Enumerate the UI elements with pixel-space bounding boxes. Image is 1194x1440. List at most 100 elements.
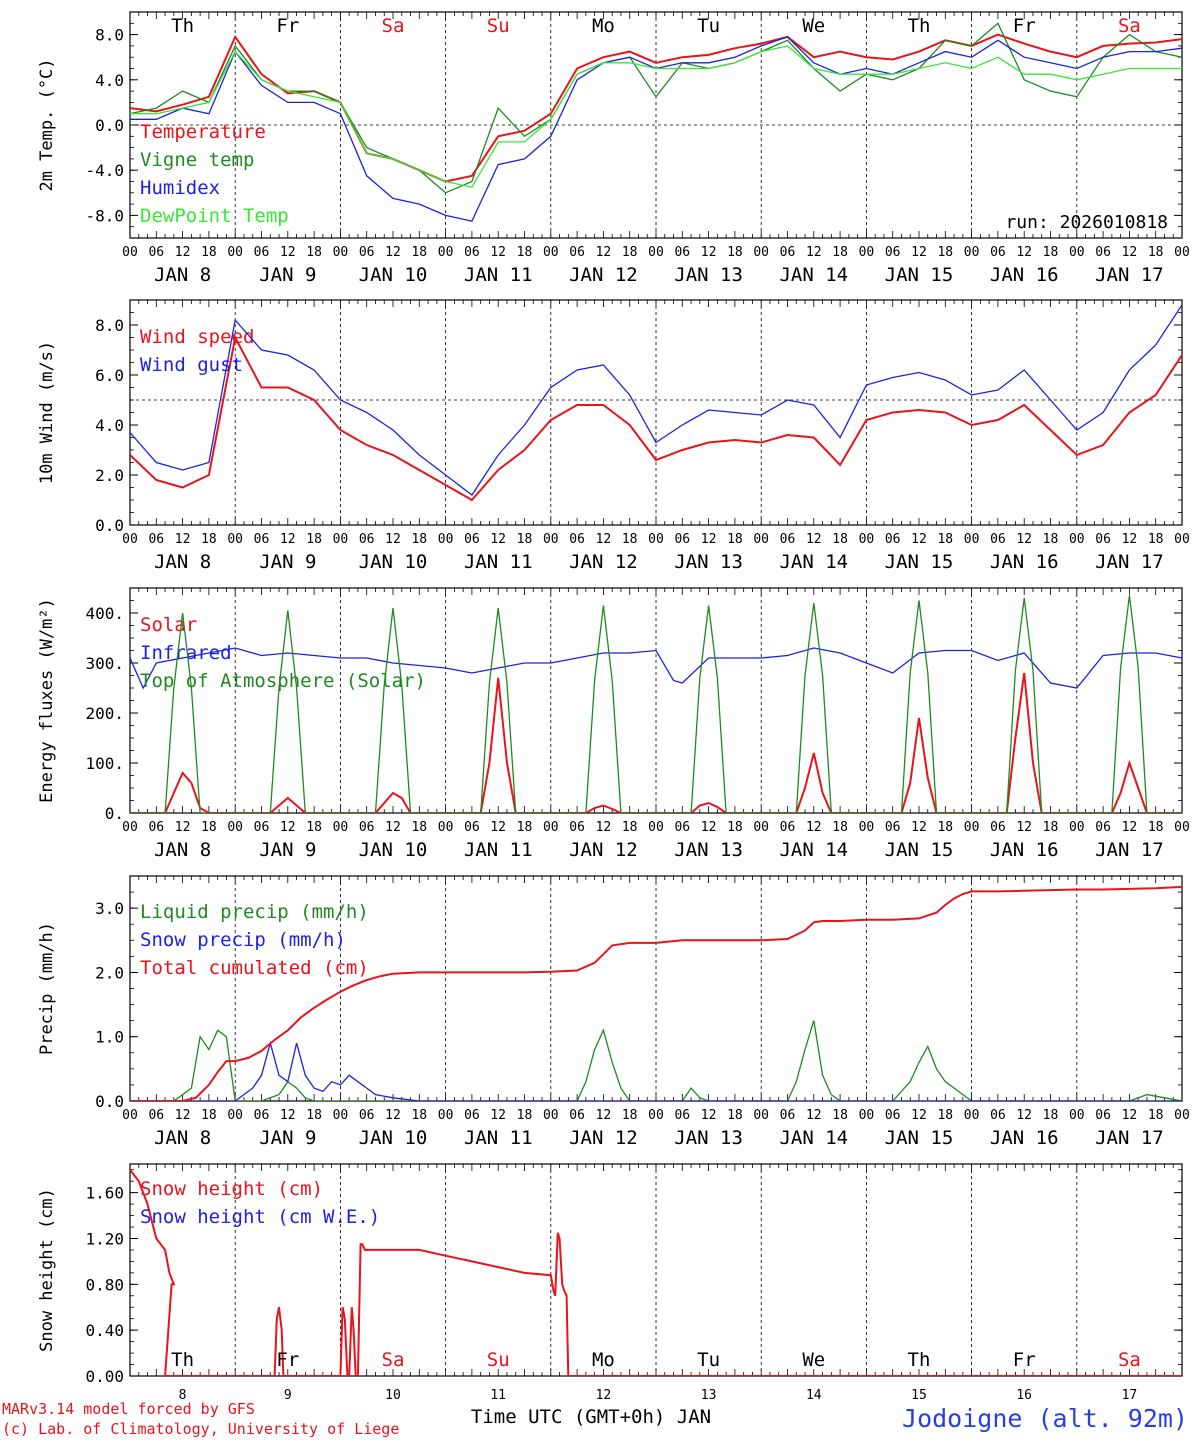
hour-tick-label: 06 [464, 820, 480, 835]
hour-tick-label: 12 [596, 1108, 612, 1123]
y-tick-label: 6.0 [95, 366, 124, 385]
day-name: Sa [1118, 15, 1141, 37]
y-tick-label: 0.40 [85, 1321, 124, 1340]
day-number: 9 [284, 1388, 292, 1403]
hour-tick-label: 18 [306, 532, 322, 547]
date-label: JAN 12 [569, 264, 638, 286]
hour-tick-label: 06 [254, 820, 270, 835]
hour-tick-label: 18 [1148, 1108, 1164, 1123]
hour-tick-label: 06 [254, 1108, 270, 1123]
legend-entry: Wind speed [140, 326, 254, 348]
hour-tick-label: 12 [490, 245, 506, 260]
y-tick-label: 0.00 [85, 1367, 124, 1386]
hour-tick-label: 00 [1174, 245, 1190, 260]
date-label: JAN 16 [990, 1127, 1059, 1149]
hour-tick-label: 18 [1043, 245, 1059, 260]
y-axis-label: Precip (mm/h) [37, 922, 57, 1055]
hour-tick-label: 12 [596, 245, 612, 260]
date-label: JAN 13 [674, 264, 743, 286]
legend-entry: Vigne temp [140, 149, 254, 171]
hour-tick-label: 00 [1174, 820, 1190, 835]
hour-tick-label: 00 [964, 245, 980, 260]
hour-tick-label: 18 [201, 245, 217, 260]
hour-tick-label: 18 [832, 1108, 848, 1123]
hour-tick-label: 18 [1043, 532, 1059, 547]
hour-tick-label: 18 [622, 245, 638, 260]
hour-tick-label: 00 [122, 1108, 138, 1123]
date-label: JAN 10 [359, 264, 428, 286]
hour-tick-label: 00 [1069, 245, 1085, 260]
date-label: JAN 9 [259, 551, 316, 573]
series-line-2 [130, 1040, 1182, 1101]
legend-entry: DewPoint Temp [140, 205, 289, 227]
hour-tick-label: 12 [280, 245, 296, 260]
date-label: JAN 8 [154, 1127, 211, 1149]
hour-tick-label: 18 [306, 245, 322, 260]
date-label: JAN 9 [259, 839, 316, 861]
y-tick-label: 2.0 [95, 963, 124, 982]
hour-tick-label: 06 [569, 245, 585, 260]
y-tick-label: 100. [85, 754, 124, 773]
hour-tick-label: 12 [1016, 1108, 1032, 1123]
hour-tick-label: 18 [727, 820, 743, 835]
hour-tick-label: 12 [911, 820, 927, 835]
day-name: Th [171, 15, 194, 37]
hour-tick-label: 12 [596, 820, 612, 835]
day-name: Mo [592, 1349, 615, 1371]
hour-tick-label: 00 [438, 245, 454, 260]
hour-tick-label: 00 [859, 245, 875, 260]
hour-tick-label: 12 [1016, 245, 1032, 260]
date-label: JAN 13 [674, 839, 743, 861]
day-name: Fr [1013, 15, 1036, 37]
day-name: Th [908, 15, 931, 37]
day-number: 14 [806, 1388, 822, 1403]
y-tick-label: 1.20 [85, 1229, 124, 1248]
hour-tick-label: 00 [1069, 532, 1085, 547]
hour-tick-label: 00 [753, 1108, 769, 1123]
hour-tick-label: 06 [569, 532, 585, 547]
hour-tick-label: 06 [254, 245, 270, 260]
hour-tick-label: 00 [859, 532, 875, 547]
hour-tick-label: 18 [727, 532, 743, 547]
y-axis-label: Snow height (cm) [37, 1188, 57, 1352]
plot-frame [129, 299, 1183, 526]
hour-tick-label: 18 [411, 1108, 427, 1123]
hour-tick-label: 12 [490, 532, 506, 547]
hour-tick-label: 00 [333, 1108, 349, 1123]
date-label: JAN 8 [154, 839, 211, 861]
date-label: JAN 13 [674, 1127, 743, 1149]
hour-tick-label: 06 [569, 1108, 585, 1123]
hour-tick-label: 00 [1069, 820, 1085, 835]
date-label: JAN 15 [885, 839, 954, 861]
hour-tick-label: 00 [543, 532, 559, 547]
date-label: JAN 17 [1095, 264, 1164, 286]
y-tick-label: 0.80 [85, 1275, 124, 1294]
hour-tick-label: 18 [622, 532, 638, 547]
hour-tick-label: 12 [596, 532, 612, 547]
legend-entry: Liquid precip (mm/h) [140, 901, 369, 923]
hour-tick-label: 00 [1069, 1108, 1085, 1123]
date-label: JAN 8 [154, 551, 211, 573]
day-name: Mo [592, 15, 615, 37]
hour-tick-label: 06 [359, 1108, 375, 1123]
series-line-2 [130, 304, 1182, 496]
date-label: JAN 10 [359, 551, 428, 573]
date-label: JAN 15 [885, 264, 954, 286]
y-axis-label: Energy fluxes (W/m²) [37, 598, 57, 803]
hour-tick-label: 06 [780, 1108, 796, 1123]
hour-tick-label: 06 [990, 532, 1006, 547]
hour-tick-label: 18 [727, 245, 743, 260]
hour-tick-label: 06 [1095, 245, 1111, 260]
hour-tick-label: 18 [517, 245, 533, 260]
hour-tick-label: 00 [648, 1108, 664, 1123]
hour-tick-label: 12 [1016, 820, 1032, 835]
hour-tick-label: 00 [859, 820, 875, 835]
panel-1: -8.0 -4.0 0.0 4.0 8.0 2m Temp. (°C) Temperatur… [37, 11, 1190, 286]
hour-tick-label: 00 [227, 820, 243, 835]
day-number: 12 [596, 1388, 612, 1403]
day-number: 17 [1122, 1388, 1138, 1403]
hour-tick-label: 12 [385, 820, 401, 835]
hour-tick-label: 18 [1148, 820, 1164, 835]
hour-tick-label: 18 [1148, 245, 1164, 260]
hour-tick-label: 06 [885, 532, 901, 547]
